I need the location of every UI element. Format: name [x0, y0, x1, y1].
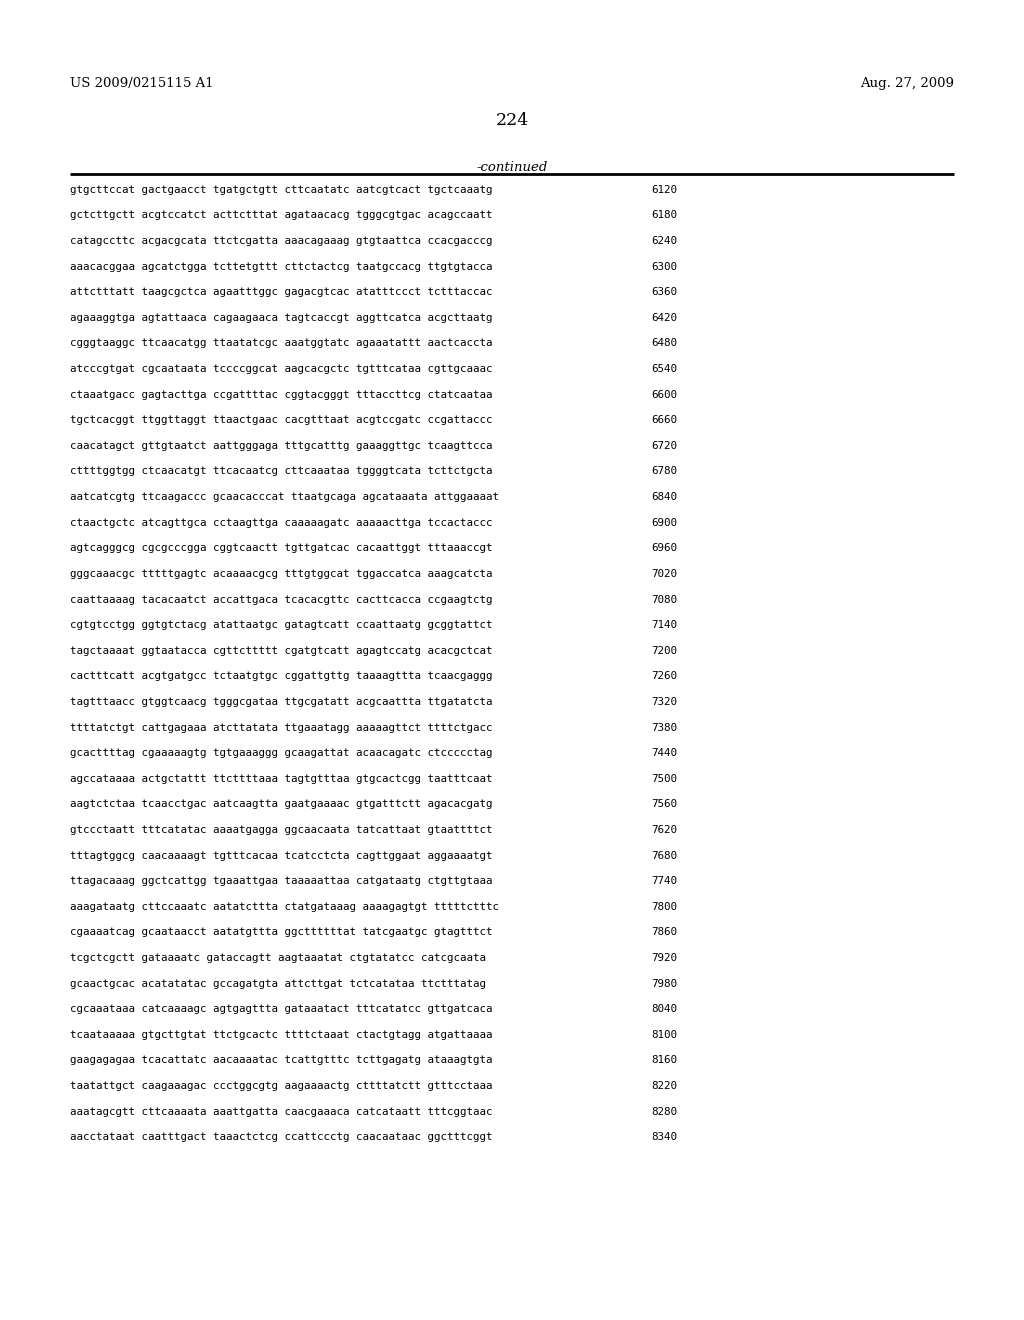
Text: 7500: 7500: [651, 774, 677, 784]
Text: 7200: 7200: [651, 645, 677, 656]
Text: cgtgtcctgg ggtgtctacg atattaatgc gatagtcatt ccaattaatg gcggtattct: cgtgtcctgg ggtgtctacg atattaatgc gatagtc…: [70, 620, 493, 630]
Text: 8040: 8040: [651, 1005, 677, 1014]
Text: 8340: 8340: [651, 1133, 677, 1142]
Text: 6600: 6600: [651, 389, 677, 400]
Text: aacctataat caatttgact taaactctcg ccattccctg caacaataac ggctttcggt: aacctataat caatttgact taaactctcg ccattcc…: [70, 1133, 493, 1142]
Text: caacatagct gttgtaatct aattgggaga tttgcatttg gaaaggttgc tcaagttcca: caacatagct gttgtaatct aattgggaga tttgcat…: [70, 441, 493, 451]
Text: 6420: 6420: [651, 313, 677, 323]
Text: caattaaaag tacacaatct accattgaca tcacacgttc cacttcacca ccgaagtctg: caattaaaag tacacaatct accattgaca tcacacg…: [70, 594, 493, 605]
Text: tcgctcgctt gataaaatc gataccagtt aagtaaatat ctgtatatcc catcgcaata: tcgctcgctt gataaaatc gataccagtt aagtaaat…: [70, 953, 485, 964]
Text: 6960: 6960: [651, 544, 677, 553]
Text: tagctaaaat ggtaatacca cgttcttttt cgatgtcatt agagtccatg acacgctcat: tagctaaaat ggtaatacca cgttcttttt cgatgtc…: [70, 645, 493, 656]
Text: 6360: 6360: [651, 288, 677, 297]
Text: 8220: 8220: [651, 1081, 677, 1092]
Text: cgggtaaggc ttcaacatgg ttaatatcgc aaatggtatc agaaatattt aactcaccta: cgggtaaggc ttcaacatgg ttaatatcgc aaatggt…: [70, 338, 493, 348]
Text: gtgcttccat gactgaacct tgatgctgtt cttcaatatc aatcgtcact tgctcaaatg: gtgcttccat gactgaacct tgatgctgtt cttcaat…: [70, 185, 493, 195]
Text: 7140: 7140: [651, 620, 677, 630]
Text: gggcaaacgc tttttgagtc acaaaacgcg tttgtggcat tggaccatca aaagcatcta: gggcaaacgc tttttgagtc acaaaacgcg tttgtgg…: [70, 569, 493, 579]
Text: aagtctctaa tcaacctgac aatcaagtta gaatgaaaac gtgatttctt agacacgatg: aagtctctaa tcaacctgac aatcaagtta gaatgaa…: [70, 800, 493, 809]
Text: aaacacggaa agcatctgga tcttetgttt cttctactcg taatgccacg ttgtgtacca: aaacacggaa agcatctgga tcttetgttt cttctac…: [70, 261, 493, 272]
Text: 7440: 7440: [651, 748, 677, 758]
Text: 7620: 7620: [651, 825, 677, 836]
Text: ttagacaaag ggctcattgg tgaaattgaa taaaaattaa catgataatg ctgttgtaaa: ttagacaaag ggctcattgg tgaaattgaa taaaaat…: [70, 876, 493, 886]
Text: 6480: 6480: [651, 338, 677, 348]
Text: ctaaatgacc gagtacttga ccgattttac cggtacgggt tttaccttcg ctatcaataa: ctaaatgacc gagtacttga ccgattttac cggtacg…: [70, 389, 493, 400]
Text: cgaaaatcag gcaataacct aatatgttta ggcttttttat tatcgaatgc gtagtttct: cgaaaatcag gcaataacct aatatgttta ggctttt…: [70, 928, 493, 937]
Text: gaagagagaa tcacattatc aacaaaatac tcattgtttc tcttgagatg ataaagtgta: gaagagagaa tcacattatc aacaaaatac tcattgt…: [70, 1056, 493, 1065]
Text: 7320: 7320: [651, 697, 677, 708]
Text: agtcagggcg cgcgcccgga cggtcaactt tgttgatcac cacaattggt tttaaaccgt: agtcagggcg cgcgcccgga cggtcaactt tgttgat…: [70, 544, 493, 553]
Text: agaaaggtga agtattaaca cagaagaaca tagtcaccgt aggttcatca acgcttaatg: agaaaggtga agtattaaca cagaagaaca tagtcac…: [70, 313, 493, 323]
Text: 6720: 6720: [651, 441, 677, 451]
Text: tgctcacggt ttggttaggt ttaactgaac cacgtttaat acgtccgatc ccgattaccc: tgctcacggt ttggttaggt ttaactgaac cacgttt…: [70, 416, 493, 425]
Text: 7560: 7560: [651, 800, 677, 809]
Text: 7860: 7860: [651, 928, 677, 937]
Text: gtccctaatt tttcatatac aaaatgagga ggcaacaata tatcattaat gtaattttct: gtccctaatt tttcatatac aaaatgagga ggcaaca…: [70, 825, 493, 836]
Text: US 2009/0215115 A1: US 2009/0215115 A1: [70, 77, 213, 90]
Text: ttttatctgt cattgagaaa atcttatata ttgaaatagg aaaaagttct ttttctgacc: ttttatctgt cattgagaaa atcttatata ttgaaat…: [70, 722, 493, 733]
Text: 6180: 6180: [651, 210, 677, 220]
Text: 8160: 8160: [651, 1056, 677, 1065]
Text: atcccgtgat cgcaataata tccccggcat aagcacgctc tgtttcataa cgttgcaaac: atcccgtgat cgcaataata tccccggcat aagcacg…: [70, 364, 493, 374]
Text: 7800: 7800: [651, 902, 677, 912]
Text: 7380: 7380: [651, 722, 677, 733]
Text: attctttatt taagcgctca agaatttggc gagacgtcac atatttccct tctttaccac: attctttatt taagcgctca agaatttggc gagacgt…: [70, 288, 493, 297]
Text: cttttggtgg ctcaacatgt ttcacaatcg cttcaaataa tggggtcata tcttctgcta: cttttggtgg ctcaacatgt ttcacaatcg cttcaaa…: [70, 466, 493, 477]
Text: cactttcatt acgtgatgcc tctaatgtgc cggattgttg taaaagttta tcaacgaggg: cactttcatt acgtgatgcc tctaatgtgc cggattg…: [70, 672, 493, 681]
Text: gctcttgctt acgtccatct acttctttat agataacacg tgggcgtgac acagccaatt: gctcttgctt acgtccatct acttctttat agataac…: [70, 210, 493, 220]
Text: -continued: -continued: [476, 161, 548, 174]
Text: 6780: 6780: [651, 466, 677, 477]
Text: 7680: 7680: [651, 850, 677, 861]
Text: gcaactgcac acatatatac gccagatgta attcttgat tctcatataa ttctttatag: gcaactgcac acatatatac gccagatgta attcttg…: [70, 978, 485, 989]
Text: tttagtggcg caacaaaagt tgtttcacaa tcatcctcta cagttggaat aggaaaatgt: tttagtggcg caacaaaagt tgtttcacaa tcatcct…: [70, 850, 493, 861]
Text: 7260: 7260: [651, 672, 677, 681]
Text: tcaataaaaa gtgcttgtat ttctgcactc ttttctaaat ctactgtagg atgattaaaa: tcaataaaaa gtgcttgtat ttctgcactc ttttcta…: [70, 1030, 493, 1040]
Text: 7740: 7740: [651, 876, 677, 886]
Text: aaagataatg cttccaaatc aatatcttta ctatgataaag aaaagagtgt tttttctttc: aaagataatg cttccaaatc aatatcttta ctatgat…: [70, 902, 499, 912]
Text: 7020: 7020: [651, 569, 677, 579]
Text: 6120: 6120: [651, 185, 677, 195]
Text: taatattgct caagaaagac ccctggcgtg aagaaaactg cttttatctt gtttcctaaa: taatattgct caagaaagac ccctggcgtg aagaaaa…: [70, 1081, 493, 1092]
Text: aatcatcgtg ttcaagaccc gcaacacccat ttaatgcaga agcataaata attggaaaat: aatcatcgtg ttcaagaccc gcaacacccat ttaatg…: [70, 492, 499, 502]
Text: tagtttaacc gtggtcaacg tgggcgataa ttgcgatatt acgcaattta ttgatatcta: tagtttaacc gtggtcaacg tgggcgataa ttgcgat…: [70, 697, 493, 708]
Text: 224: 224: [496, 112, 528, 129]
Text: 6540: 6540: [651, 364, 677, 374]
Text: 8100: 8100: [651, 1030, 677, 1040]
Text: 7080: 7080: [651, 594, 677, 605]
Text: 7920: 7920: [651, 953, 677, 964]
Text: gcacttttag cgaaaaagtg tgtgaaaggg gcaagattat acaacagatc ctccccctag: gcacttttag cgaaaaagtg tgtgaaaggg gcaagat…: [70, 748, 493, 758]
Text: 6300: 6300: [651, 261, 677, 272]
Text: 6840: 6840: [651, 492, 677, 502]
Text: cgcaaataaa catcaaaagc agtgagttta gataaatact tttcatatcc gttgatcaca: cgcaaataaa catcaaaagc agtgagttta gataaat…: [70, 1005, 493, 1014]
Text: Aug. 27, 2009: Aug. 27, 2009: [860, 77, 954, 90]
Text: 7980: 7980: [651, 978, 677, 989]
Text: aaatagcgtt cttcaaaata aaattgatta caacgaaaca catcataatt tttcggtaac: aaatagcgtt cttcaaaata aaattgatta caacgaa…: [70, 1106, 493, 1117]
Text: ctaactgctc atcagttgca cctaagttga caaaaagatc aaaaacttga tccactaccc: ctaactgctc atcagttgca cctaagttga caaaaag…: [70, 517, 493, 528]
Text: 6900: 6900: [651, 517, 677, 528]
Text: 6240: 6240: [651, 236, 677, 246]
Text: agccataaaa actgctattt ttcttttaaa tagtgtttaa gtgcactcgg taatttcaat: agccataaaa actgctattt ttcttttaaa tagtgtt…: [70, 774, 493, 784]
Text: catagccttc acgacgcata ttctcgatta aaacagaaag gtgtaattca ccacgacccg: catagccttc acgacgcata ttctcgatta aaacaga…: [70, 236, 493, 246]
Text: 8280: 8280: [651, 1106, 677, 1117]
Text: 6660: 6660: [651, 416, 677, 425]
